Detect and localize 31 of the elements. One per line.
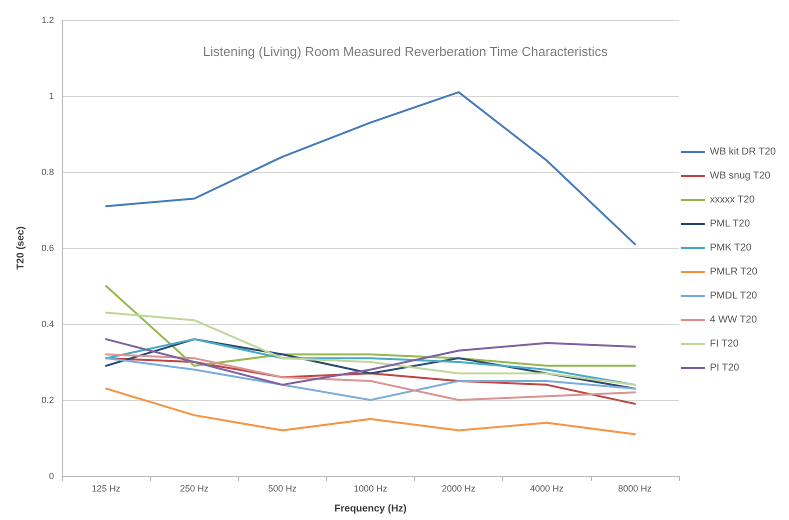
legend-label: WB snug T20 bbox=[710, 170, 771, 182]
legend-label: PMK T20 bbox=[710, 242, 752, 254]
y-tick-label: 0.6 bbox=[41, 243, 54, 253]
x-tick-label: 500 Hz bbox=[268, 484, 298, 494]
x-axis-title: Frequency (Hz) bbox=[334, 504, 407, 514]
line-series bbox=[105, 388, 636, 436]
y-tick-label: 1.2 bbox=[41, 15, 54, 25]
line-series bbox=[105, 91, 636, 246]
x-tick-label: 4000 Hz bbox=[530, 484, 564, 494]
legend-label: WB kit DR T20 bbox=[710, 146, 776, 158]
line-series bbox=[105, 285, 636, 367]
y-tick-label: 0.4 bbox=[41, 319, 54, 329]
legend-label: PML T20 bbox=[710, 218, 750, 230]
legend-label: 4 WW T20 bbox=[710, 314, 758, 326]
legend-label: PMDL T20 bbox=[710, 290, 758, 302]
y-tick-label: 0.8 bbox=[41, 167, 54, 177]
y-tick-label: 1 bbox=[48, 91, 54, 101]
y-tick-label: 0 bbox=[48, 471, 54, 481]
x-tick-label: 125 Hz bbox=[92, 484, 121, 494]
legend-label: PI T20 bbox=[710, 362, 740, 374]
y-axis-title: T20 (sec) bbox=[16, 226, 26, 270]
y-tick-label: 0.2 bbox=[41, 395, 54, 405]
legend-label: PMLR T20 bbox=[710, 266, 758, 278]
text: Listening (Living) Room Measured Reverberation Time Characteristics bbox=[203, 44, 608, 59]
legend-label: xxxxx T20 bbox=[710, 194, 756, 206]
line-series bbox=[105, 312, 636, 386]
x-tick-label: 250 Hz bbox=[180, 484, 209, 494]
legend-label: FI T20 bbox=[710, 338, 740, 350]
x-tick-label: 2000 Hz bbox=[442, 484, 476, 494]
x-tick-label: 1000 Hz bbox=[354, 484, 388, 494]
x-tick-label: 8000 Hz bbox=[618, 484, 652, 494]
